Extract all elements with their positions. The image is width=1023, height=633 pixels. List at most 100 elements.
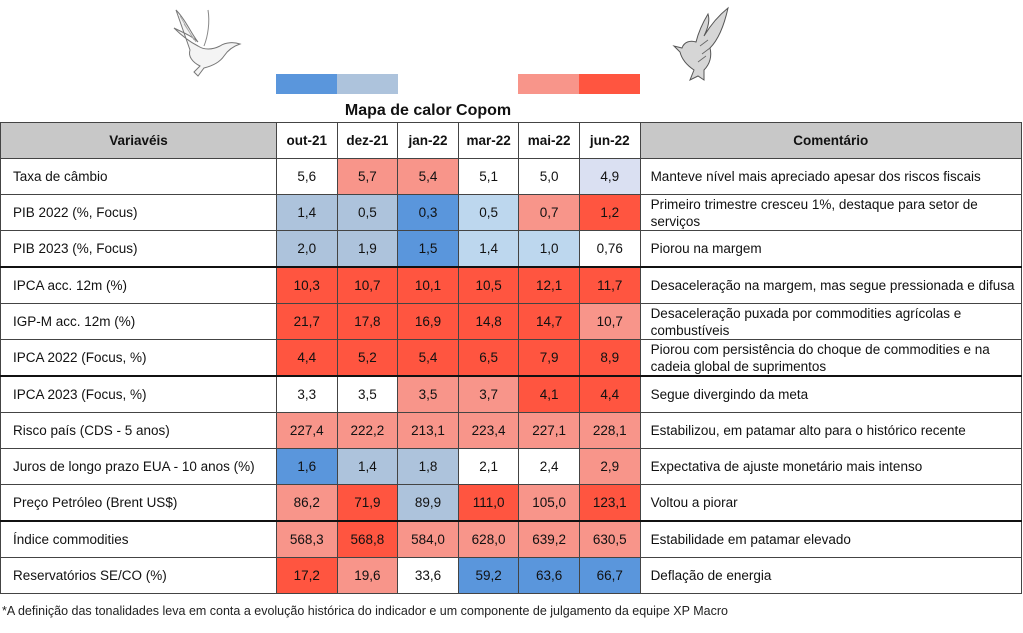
- heatmap-cell: 10,3: [276, 266, 338, 304]
- table-row: Preço Petróleo (Brent US$) 86,2 71,9 89,9 11…: [0, 484, 1023, 522]
- heatmap-cell: 5,4: [397, 158, 459, 195]
- dove-icon: [173, 9, 242, 77]
- table-row: Juros de longo prazo EUA - 10 anos (%) 1,…: [0, 448, 1023, 485]
- table-row: Reservatórios SE/CO (%) 17,2 19,6 33,6 59,2 6…: [0, 557, 1023, 594]
- heatmap-cell: 4,9: [578, 158, 641, 195]
- heatmap-cell: 1,0: [518, 230, 580, 268]
- variable-label: Risco país (CDS - 5 anos): [0, 412, 277, 449]
- heatmap-cell: 105,0: [518, 484, 580, 522]
- heatmap-cell: 17,2: [276, 557, 338, 594]
- heatmap-cell: 223,4: [457, 412, 520, 449]
- table-row: Taxa de câmbio 5,6 5,7 5,4 5,1 5,0 4,9 Manteve …: [0, 158, 1023, 195]
- comment-cell: Segue divergindo da meta: [639, 375, 1023, 413]
- heatmap-cell: 0,5: [457, 194, 520, 231]
- heatmap-cell: 5,4: [397, 339, 459, 377]
- header-comment: Comentário: [639, 122, 1023, 159]
- table-row: Índice commodities 568,3 568,8 584,0 628,0 63…: [0, 520, 1023, 558]
- variable-label: PIB 2023 (%, Focus): [0, 230, 277, 268]
- heatmap-cell: 0,76: [578, 230, 641, 268]
- comment-cell: Expectativa de ajuste monetário mais int…: [639, 448, 1023, 485]
- heatmap-cell: 33,6: [397, 557, 459, 594]
- heatmap-cell: 12,1: [518, 266, 580, 304]
- heatmap-cell: 66,7: [578, 557, 641, 594]
- comment-cell: Piorou com persistência do choque de com…: [639, 339, 1023, 377]
- variable-label: Índice commodities: [0, 520, 277, 558]
- heatmap-cell: 1,2: [578, 194, 641, 231]
- comment-cell: Estabilizou, em patamar alto para o hist…: [639, 412, 1023, 449]
- heatmap-cell: 628,0: [457, 520, 520, 558]
- heatmap-cell: 2,0: [276, 230, 338, 268]
- heatmap-cell: 3,3: [276, 375, 338, 413]
- heatmap-cell: 16,9: [397, 303, 459, 340]
- variable-label: IPCA 2022 (Focus, %): [0, 339, 277, 377]
- header-month: mar-22: [457, 122, 520, 159]
- header-month: out-21: [276, 122, 338, 159]
- heatmap-cell: 5,2: [336, 339, 399, 377]
- heatmap-cell: 1,5: [397, 230, 459, 268]
- color-legend-warm: [518, 74, 640, 94]
- heatmap-cell: 1,6: [276, 448, 338, 485]
- heatmap-cell: 4,1: [518, 375, 580, 413]
- footnote: *A definição das tonalidades leva em con…: [2, 604, 728, 618]
- heatmap-cell: 0,7: [518, 194, 580, 231]
- variable-label: Taxa de câmbio: [0, 158, 277, 195]
- heatmap-cell: 10,7: [578, 303, 641, 340]
- heatmap-cell: 111,0: [457, 484, 520, 522]
- comment-cell: Primeiro trimestre cresceu 1%, destaque …: [639, 194, 1023, 231]
- variable-label: IGP-M acc. 12m (%): [0, 303, 277, 340]
- heatmap-cell: 0,5: [336, 194, 399, 231]
- heatmap-cell: 8,9: [578, 339, 641, 377]
- header-variable: Variavéis: [0, 122, 277, 159]
- table-row: IPCA acc. 12m (%) 10,3 10,7 10,1 10,5 12,1 11,…: [0, 266, 1023, 304]
- header-row: Variavéis out-21 dez-21 jan-22 mar-22 ma…: [0, 122, 1023, 159]
- heatmap-cell: 6,5: [457, 339, 520, 377]
- comment-cell: Desaceleração puxada por commodities agr…: [639, 303, 1023, 340]
- comment-cell: Deflação de energia: [639, 557, 1023, 594]
- heatmap-cell: 2,4: [518, 448, 580, 485]
- variable-label: IPCA 2023 (Focus, %): [0, 375, 277, 413]
- table-row: PIB 2022 (%, Focus) 1,4 0,5 0,3 0,5 0,7 1,2 Pri…: [0, 194, 1023, 231]
- heatmap-cell: 14,7: [518, 303, 580, 340]
- heatmap-cell: 2,9: [578, 448, 641, 485]
- legend-swatch-red: [579, 74, 640, 94]
- heatmap-cell: 11,7: [578, 266, 641, 304]
- heatmap-cell: 4,4: [578, 375, 641, 413]
- heatmap-cell: 19,6: [336, 557, 399, 594]
- heatmap-cell: 63,6: [518, 557, 580, 594]
- heatmap-cell: 568,8: [336, 520, 399, 558]
- table-row: Risco país (CDS - 5 anos) 227,4 222,2 213,1…: [0, 412, 1023, 449]
- heatmap-cell: 14,8: [457, 303, 520, 340]
- variable-label: PIB 2022 (%, Focus): [0, 194, 277, 231]
- header-month: jun-22: [578, 122, 641, 159]
- header-month: dez-21: [336, 122, 399, 159]
- heatmap-cell: 17,8: [336, 303, 399, 340]
- hawk-icon: [672, 6, 729, 82]
- table-row: IPCA 2022 (Focus, %) 4,4 5,2 5,4 6,5 7,9 8,9 Pi…: [0, 339, 1023, 377]
- comment-cell: Estabilidade em patamar elevado: [639, 520, 1023, 558]
- heatmap-cell: 10,1: [397, 266, 459, 304]
- variable-label: Juros de longo prazo EUA - 10 anos (%): [0, 448, 277, 485]
- comment-cell: Manteve nível mais apreciado apesar dos …: [639, 158, 1023, 195]
- heatmap-cell: 228,1: [578, 412, 641, 449]
- header-month: jan-22: [397, 122, 459, 159]
- heatmap-cell: 21,7: [276, 303, 338, 340]
- heatmap-cell: 1,9: [336, 230, 399, 268]
- heatmap-cell: 123,1: [578, 484, 641, 522]
- heatmap-cell: 86,2: [276, 484, 338, 522]
- heatmap-cell: 5,6: [276, 158, 338, 195]
- heatmap-cell: 630,5: [578, 520, 641, 558]
- header-month: mai-22: [518, 122, 580, 159]
- variable-label: Preço Petróleo (Brent US$): [0, 484, 277, 522]
- heatmap-cell: 10,7: [336, 266, 399, 304]
- heatmap-cell: 3,7: [457, 375, 520, 413]
- table-row: IPCA 2023 (Focus, %) 3,3 3,5 3,5 3,7 4,1 4,4 Se…: [0, 375, 1023, 413]
- heatmap-cell: 639,2: [518, 520, 580, 558]
- heatmap-cell: 7,9: [518, 339, 580, 377]
- heatmap-cell: 213,1: [397, 412, 459, 449]
- heatmap-cell: 5,7: [336, 158, 399, 195]
- heatmap-cell: 3,5: [397, 375, 459, 413]
- legend-swatch-gray-blue: [337, 74, 398, 94]
- table-row: PIB 2023 (%, Focus) 2,0 1,9 1,5 1,4 1,0 0,76 Pi…: [0, 230, 1023, 268]
- comment-cell: Voltou a piorar: [639, 484, 1023, 522]
- legend-swatch-dark-blue: [276, 74, 337, 94]
